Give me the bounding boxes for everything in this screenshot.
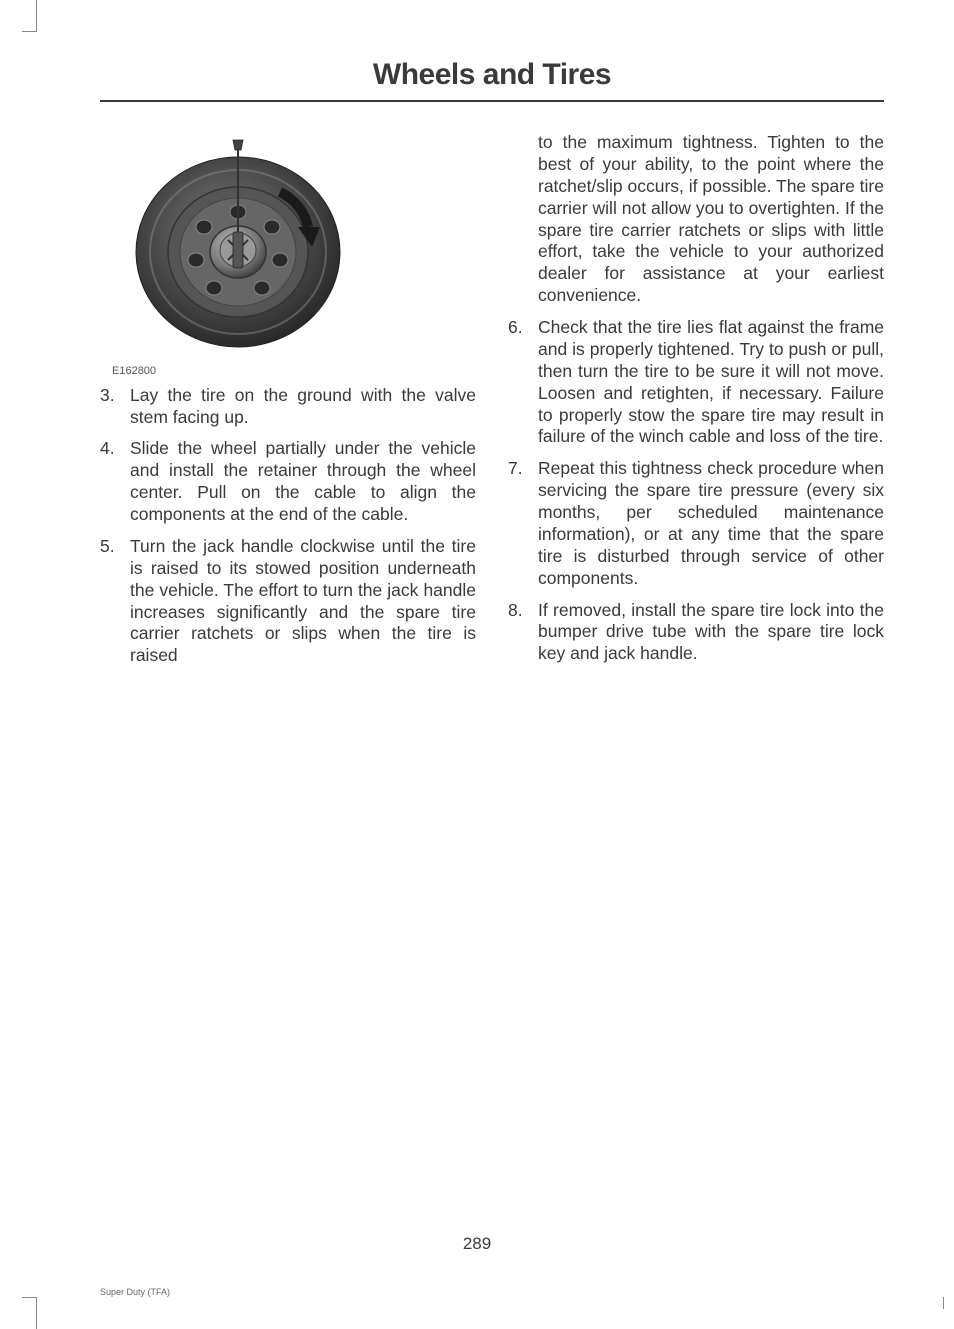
step-text: Lay the tire on the ground with the valv… [130,385,476,429]
footer-text: Super Duty (TFA) [100,1287,170,1297]
page-number: 289 [0,1234,954,1254]
instruction-step: 5.Turn the jack handle clockwise until t… [100,536,476,667]
step-number: 4. [100,438,130,526]
instruction-list-right: 6.Check that the tire lies flat against … [508,317,884,665]
step-5-continuation: to the maximum tightness. Tighten to the… [508,132,884,307]
step-text: If removed, install the spare tire lock … [538,600,884,666]
wheel-hub-illustration [120,132,360,357]
step-number: 8. [508,600,538,666]
step-number: 3. [100,385,130,429]
step-text: Turn the jack handle clockwise until the… [130,536,476,667]
left-column: E162800 3.Lay the tire on the ground wit… [100,132,476,677]
step-text: Repeat this tightness check procedure wh… [538,458,884,589]
page-content: Wheels and Tires [0,0,954,677]
wheel-figure: E162800 [110,132,370,379]
page-title: Wheels and Tires [100,58,884,102]
crop-mark [943,1297,946,1309]
right-column: to the maximum tightness. Tighten to the… [508,132,884,677]
instruction-step: 7.Repeat this tightness check procedure … [508,458,884,589]
instruction-step: 4.Slide the wheel partially under the ve… [100,438,476,526]
step-number: 7. [508,458,538,589]
crop-mark [22,0,37,32]
figure-caption: E162800 [112,365,370,379]
instruction-step: 6.Check that the tire lies flat against … [508,317,884,448]
step-number: 6. [508,317,538,448]
crop-mark [22,1297,37,1329]
instruction-step: 8.If removed, install the spare tire loc… [508,600,884,666]
step-text: Slide the wheel partially under the vehi… [130,438,476,526]
instruction-step: 3.Lay the tire on the ground with the va… [100,385,476,429]
step-number: 5. [100,536,130,667]
instruction-list-left: 3.Lay the tire on the ground with the va… [100,385,476,668]
step-text: Check that the tire lies flat against th… [538,317,884,448]
two-column-layout: E162800 3.Lay the tire on the ground wit… [100,132,884,677]
